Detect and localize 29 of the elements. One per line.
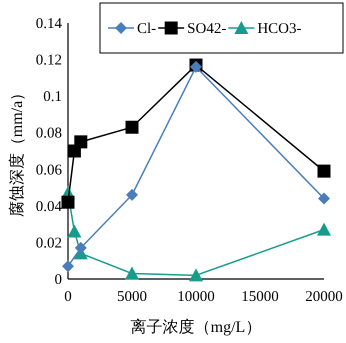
y-tick-label: 0.08: [36, 126, 62, 142]
point: [62, 196, 74, 209]
y-tick-label: 0.12: [36, 52, 62, 69]
y-tick-label: 0.06: [36, 162, 62, 178]
y-tick-label: 0.14: [36, 16, 62, 32]
y-tick-label: 0.02: [36, 235, 62, 252]
x-tick-label: 15000: [241, 289, 279, 305]
point: [317, 222, 331, 236]
legend-label: SO42-: [187, 21, 226, 37]
point: [74, 242, 87, 254]
legend-label: Cl-: [137, 21, 156, 37]
y-tick-label: 0: [54, 272, 62, 288]
point: [67, 224, 82, 238]
y-axis-title: 腐蚀深度（mm/a）: [8, 84, 26, 218]
x-tick-label: 5000: [117, 289, 147, 305]
x-tick-label: 20000: [305, 289, 343, 305]
point: [318, 164, 330, 178]
point: [62, 260, 74, 272]
legend-label: HCO3-: [257, 21, 302, 37]
y-tick-label: 0.04: [36, 198, 62, 215]
x-axis-title: 离子浓度（mg/L）: [130, 318, 262, 336]
point: [126, 120, 138, 134]
point: [318, 192, 330, 205]
x-tick-label: 10000: [177, 289, 215, 305]
point: [125, 266, 139, 280]
point: [126, 188, 138, 201]
point: [74, 135, 88, 148]
y-tick-label: 0.1: [43, 89, 62, 106]
point: [189, 268, 203, 282]
